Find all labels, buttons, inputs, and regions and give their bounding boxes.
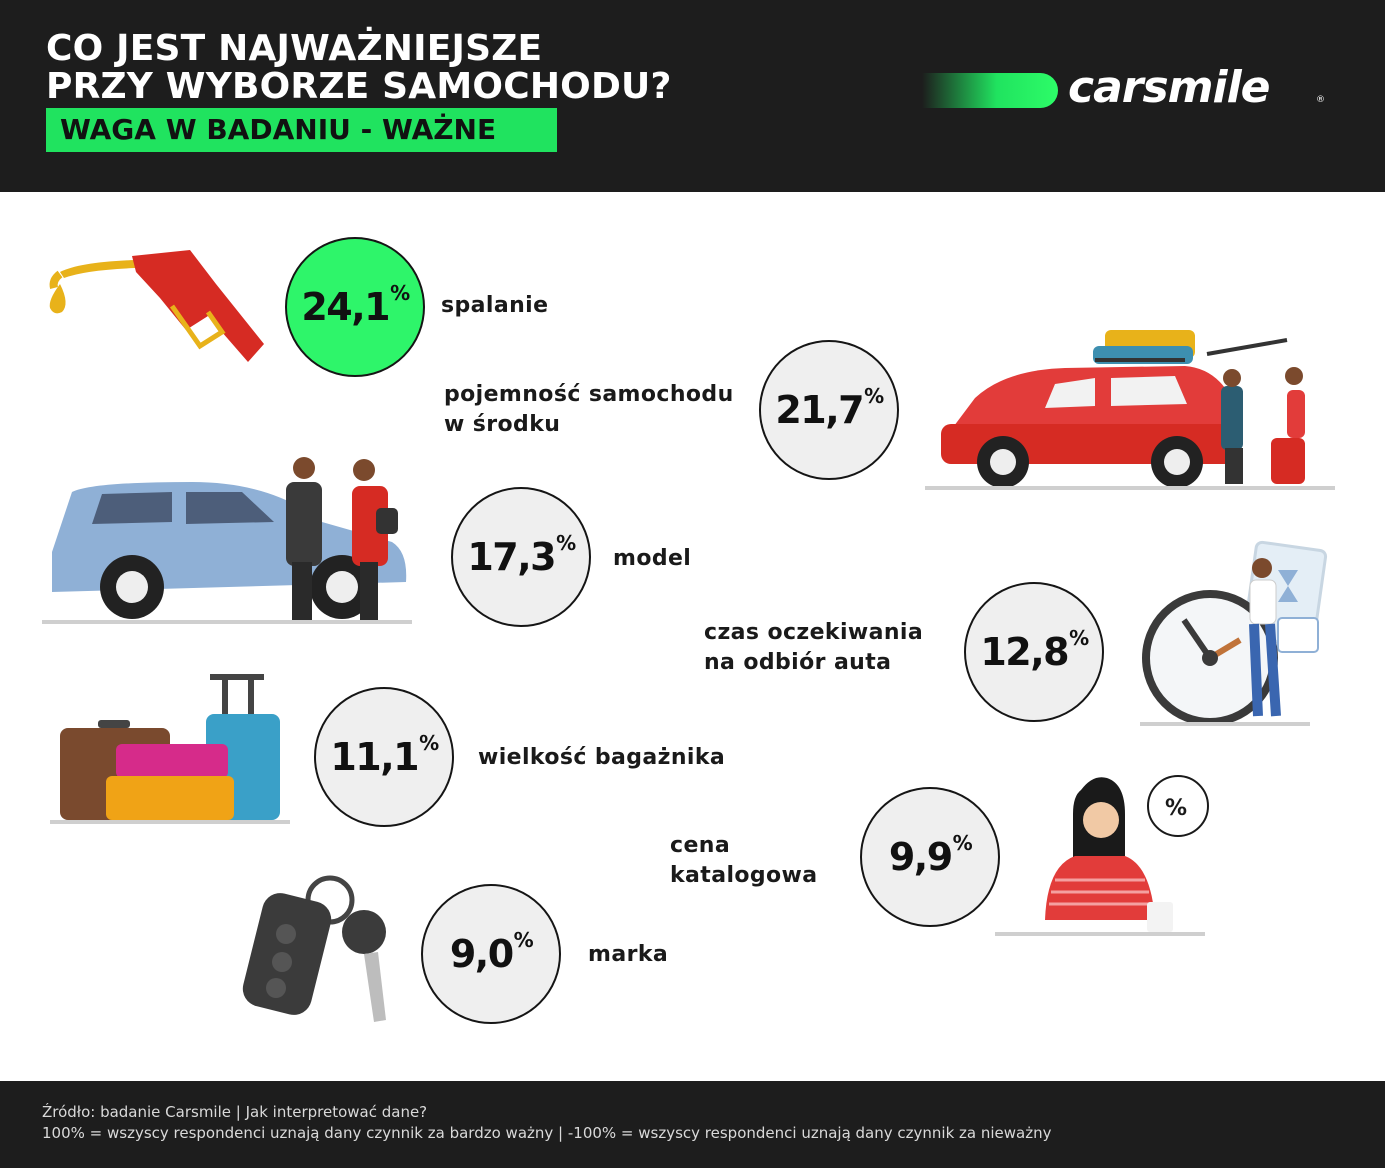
value-circle-pojemnosc: 21,7% xyxy=(759,340,899,480)
label-line: katalogowa xyxy=(670,863,818,888)
footer-band: Źródło: badanie Carsmile | Jak interpret… xyxy=(0,1081,1385,1168)
label-line: wielkość bagażnika xyxy=(478,745,726,770)
value-label: 21,7 xyxy=(775,388,864,432)
value-label: 9,9 xyxy=(888,835,953,879)
category-label-bagaznik: wielkość bagażnika xyxy=(478,743,725,773)
label-line: w środku xyxy=(444,412,561,437)
percent-sign: % xyxy=(390,281,410,305)
label-line: czas oczekiwania xyxy=(704,620,924,645)
category-label-model: model xyxy=(613,544,691,574)
value-label: 12,8 xyxy=(980,630,1069,674)
value-label: 17,3 xyxy=(467,535,556,579)
logo-swoosh-icon xyxy=(922,73,1058,108)
family-car-icon xyxy=(925,330,1335,490)
shopper-discount-icon: % xyxy=(995,775,1209,936)
car-dealer-icon xyxy=(42,457,412,624)
footer-source: Źródło: badanie Carsmile | Jak interpret… xyxy=(42,1103,428,1121)
percent-sign: % xyxy=(1069,626,1089,650)
label-line: spalanie xyxy=(441,293,549,318)
category-label-spalanie: spalanie xyxy=(441,291,548,321)
label-line: marka xyxy=(588,942,669,967)
category-label-cena: cena katalogowa xyxy=(670,831,818,891)
label-line: na odbiór auta xyxy=(704,650,892,675)
header-band: CO JEST NAJWAŻNIEJSZE PRZY WYBORZE SAMOC… xyxy=(0,0,1385,192)
value-label: 24,1 xyxy=(301,285,390,329)
value-label: 11,1 xyxy=(330,735,419,779)
category-label-marka: marka xyxy=(588,940,668,970)
percent-sign: % xyxy=(513,928,534,952)
waiting-clock-icon xyxy=(1140,540,1328,726)
page-title: CO JEST NAJWAŻNIEJSZE PRZY WYBORZE SAMOC… xyxy=(46,30,672,106)
percent-sign: % xyxy=(952,831,973,855)
luggage-icon xyxy=(50,674,290,824)
registered-mark: ® xyxy=(1316,95,1325,105)
value-circle-spalanie: 24,1% xyxy=(285,237,425,377)
value-circle-model: 17,3% xyxy=(451,487,591,627)
car-keys-icon xyxy=(242,875,386,1022)
fuel-nozzle-icon xyxy=(49,250,264,362)
svg-text:%: % xyxy=(1165,796,1187,821)
title-line-2: PRZY WYBORZE SAMOCHODU? xyxy=(46,66,672,107)
value-circle-czas-oczekiwania: 12,8% xyxy=(964,582,1104,722)
weight-badge: WAGA W BADANIU - WAŻNE xyxy=(46,108,557,152)
category-label-czas-oczekiwania: czas oczekiwania na odbiór auta xyxy=(704,618,923,678)
label-line: model xyxy=(613,546,692,571)
percent-sign: % xyxy=(864,384,884,408)
label-line: pojemność samochodu xyxy=(444,382,734,407)
title-line-1: CO JEST NAJWAŻNIEJSZE xyxy=(46,28,543,69)
footer-interpretation: 100% = wszyscy respondenci uznają dany c… xyxy=(42,1124,1052,1142)
value-circle-marka: 9,0% xyxy=(421,884,561,1024)
label-line: cena xyxy=(670,833,731,858)
value-label: 9,0 xyxy=(449,932,514,976)
value-circle-bagaznik: 11,1% xyxy=(314,687,454,827)
value-circle-cena: 9,9% xyxy=(860,787,1000,927)
carsmile-logo: carsmile xyxy=(1068,62,1271,113)
percent-sign: % xyxy=(419,731,439,755)
percent-sign: % xyxy=(556,531,576,555)
category-label-pojemnosc: pojemność samochodu w środku xyxy=(444,380,734,440)
